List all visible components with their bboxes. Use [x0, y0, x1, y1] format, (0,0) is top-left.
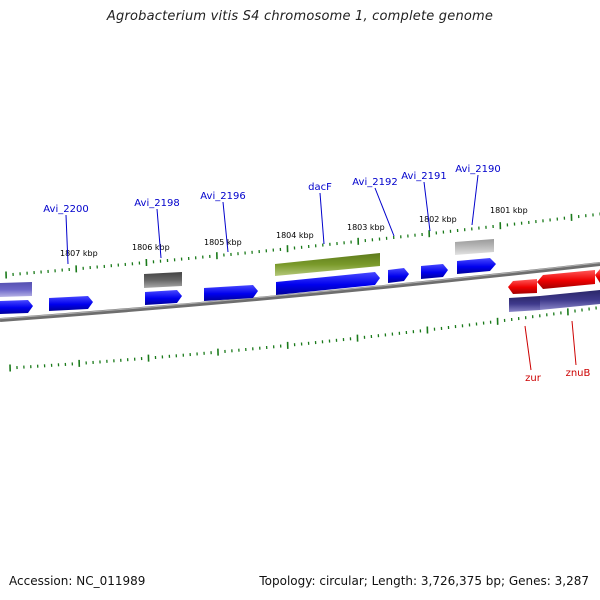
kbp-label: 1806 kbp — [132, 243, 170, 252]
feature-track-lower — [509, 290, 600, 312]
gene-label-dacF[interactable]: dacF — [308, 182, 332, 193]
gene-feature-reverse[interactable] — [508, 279, 537, 294]
leader-line — [156, 208, 162, 259]
leader-line — [222, 201, 229, 253]
gene-label-Avi_2196[interactable]: Avi_2196 — [200, 191, 245, 202]
kbp-label: 1805 kbp — [204, 238, 242, 247]
kbp-label: 1803 kbp — [347, 223, 385, 232]
feature-track-upper — [0, 239, 494, 297]
genome-backbone-highlight — [0, 262, 600, 320]
gene-label-Avi_2198[interactable]: Avi_2198 — [134, 198, 179, 209]
leader-line — [65, 214, 69, 265]
gene-feature-forward[interactable] — [457, 258, 496, 274]
gene-feature-forward[interactable] — [388, 268, 409, 283]
kbp-label: 1807 kbp — [60, 249, 98, 258]
gene-feature-forward[interactable] — [0, 300, 33, 314]
kbp-label: 1801 kbp — [490, 206, 528, 215]
feature-track-forward — [0, 258, 496, 314]
gene-feature-purple[interactable] — [509, 296, 540, 312]
gene-label-Avi_2192[interactable]: Avi_2192 — [352, 177, 397, 188]
gene-label-Avi_2200[interactable]: Avi_2200 — [43, 204, 88, 215]
leader-line — [423, 181, 431, 232]
gene-feature-forward[interactable] — [49, 296, 93, 311]
gene-feature-reverse[interactable] — [537, 270, 595, 289]
gene-label-zur[interactable]: zur — [525, 373, 542, 384]
upper-tick-row — [5, 212, 600, 279]
leader-line — [571, 320, 577, 366]
gene-label-znuB[interactable]: znuB — [566, 368, 591, 379]
gene-feature-forward[interactable] — [276, 272, 380, 295]
gene-feature-purple[interactable] — [0, 282, 32, 297]
gene-label-Avi_2190[interactable]: Avi_2190 — [455, 164, 500, 175]
gene-feature-pseudo-light[interactable] — [455, 239, 494, 255]
gene-feature-reverse[interactable] — [595, 269, 600, 283]
map-title: Agrobacterium vitis S4 chromosome 1, com… — [106, 9, 494, 24]
genome-backbone — [0, 262, 600, 322]
gene-feature-pseudo-dark[interactable] — [144, 272, 182, 288]
gene-feature-purple[interactable] — [540, 290, 600, 310]
leader-line — [524, 325, 532, 371]
leader-line — [374, 187, 395, 237]
leader-line — [471, 174, 479, 226]
lower-tick-row — [9, 306, 597, 372]
leader-line — [319, 192, 325, 245]
gene-feature-forward[interactable] — [204, 285, 258, 301]
genome-summary-text: Topology: circular; Length: 3,726,375 bp… — [259, 574, 589, 588]
gene-feature-forward[interactable] — [145, 290, 182, 305]
gene-label-Avi_2191[interactable]: Avi_2191 — [401, 171, 446, 182]
label-leaders — [65, 174, 577, 371]
gene-feature-dacF[interactable] — [275, 253, 380, 276]
kbp-label: 1804 kbp — [276, 231, 314, 240]
kbp-label: 1802 kbp — [419, 215, 457, 224]
gene-feature-forward[interactable] — [421, 264, 448, 279]
accession-text: Accession: NC_011989 — [9, 574, 146, 588]
feature-track-reverse — [508, 269, 600, 294]
